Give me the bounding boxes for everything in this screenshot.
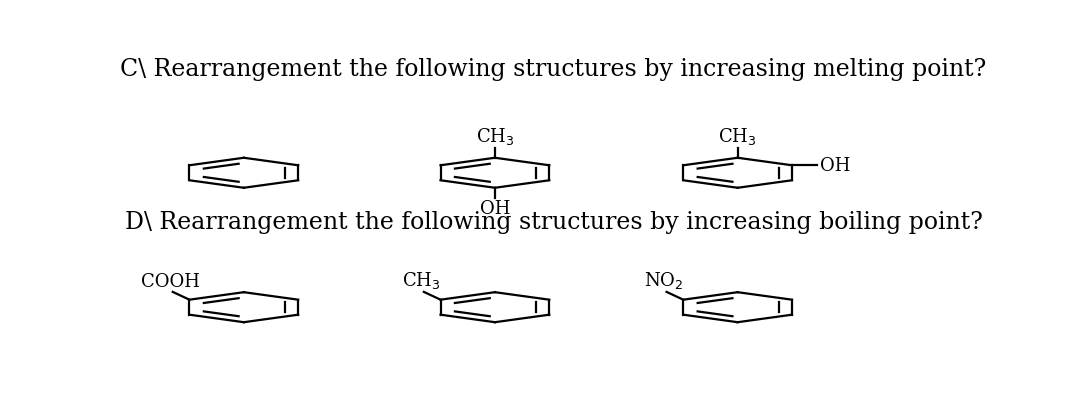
Text: OH: OH xyxy=(480,200,510,218)
Text: COOH: COOH xyxy=(140,272,200,290)
Text: OH: OH xyxy=(821,157,851,175)
Text: NO$_2$: NO$_2$ xyxy=(645,269,684,290)
Text: CH$_3$: CH$_3$ xyxy=(475,126,514,147)
Text: CH$_3$: CH$_3$ xyxy=(402,269,441,290)
Text: C\ Rearrangement the following structures by increasing melting point?: C\ Rearrangement the following structure… xyxy=(120,58,987,81)
Text: CH$_3$: CH$_3$ xyxy=(718,126,757,147)
Text: D\ Rearrangement the following structures by increasing boiling point?: D\ Rearrangement the following structure… xyxy=(124,211,983,234)
